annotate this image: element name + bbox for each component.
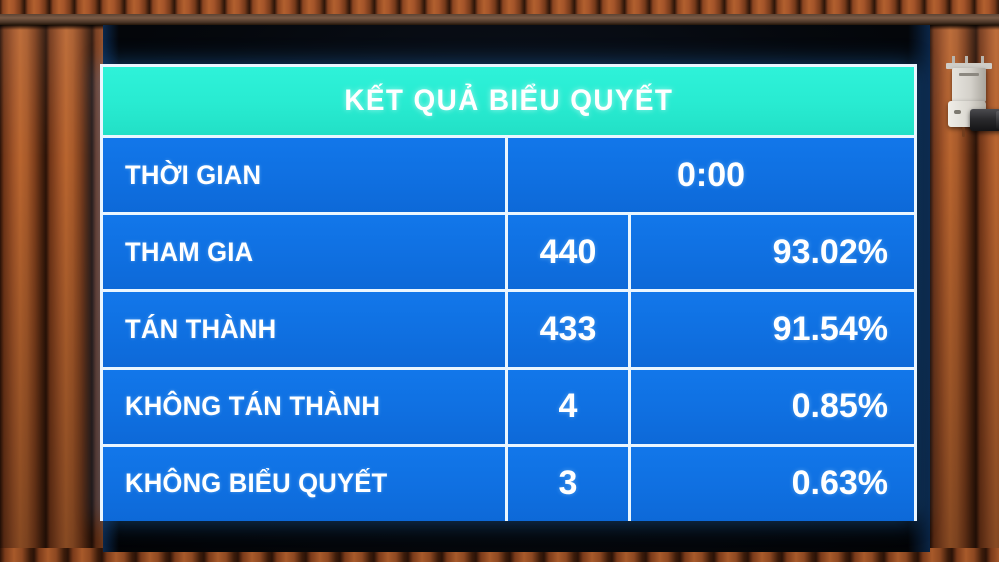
camera-bolt bbox=[952, 56, 955, 65]
row-time-value: 0:00 bbox=[676, 155, 746, 194]
board-title-text: KẾT QUẢ BIỂU QUYẾT bbox=[344, 84, 673, 117]
table-row: THỜI GIAN 0:00 bbox=[103, 138, 914, 216]
wall-stain bbox=[962, 127, 965, 137]
row-merged-value-cell: 0:00 bbox=[508, 138, 914, 212]
wood-slat-strip-top bbox=[0, 0, 999, 14]
camera-housing bbox=[952, 68, 986, 102]
security-camera-icon bbox=[944, 53, 999, 149]
row-percent-cell: 93.02% bbox=[631, 215, 914, 289]
camera-bracket-plate bbox=[946, 63, 992, 69]
board-title: KẾT QUẢ BIỂU QUYẾT bbox=[103, 67, 914, 138]
row-label-cell: THỜI GIAN bbox=[103, 138, 508, 213]
row-percent-cell: 0.63% bbox=[631, 447, 914, 521]
camera-lens-ring bbox=[996, 111, 999, 129]
row-percent: 93.02% bbox=[772, 232, 888, 271]
camera-housing-vent bbox=[959, 73, 979, 76]
row-count: 4 bbox=[558, 387, 578, 426]
camera-lens-body bbox=[970, 109, 999, 131]
results-table: THỜI GIAN 0:00 THAM GIA 440 93.02% bbox=[103, 138, 914, 522]
row-percent-cell: 0.85% bbox=[631, 370, 914, 444]
row-count: 440 bbox=[539, 232, 597, 271]
row-label: KHÔNG TÁN THÀNH bbox=[125, 391, 381, 422]
voting-results-board: KẾT QUẢ BIỂU QUYẾT THỜI GIAN 0:00 THAM G… bbox=[100, 64, 917, 522]
row-label-cell: TÁN THÀNH bbox=[103, 292, 508, 367]
camera-base-indicator bbox=[954, 110, 961, 114]
row-percent: 0.85% bbox=[791, 387, 888, 426]
row-count-cell: 3 bbox=[508, 446, 631, 522]
camera-bolt bbox=[965, 56, 968, 65]
row-count-cell: 4 bbox=[508, 369, 631, 444]
row-percent: 91.54% bbox=[772, 310, 888, 348]
row-label-cell: THAM GIA bbox=[103, 215, 508, 290]
camera-bolt bbox=[981, 56, 984, 65]
row-count: 433 bbox=[539, 310, 597, 348]
wall-ledge bbox=[0, 14, 999, 25]
row-count-cell: 433 bbox=[508, 292, 631, 367]
row-label: THAM GIA bbox=[125, 236, 254, 267]
wood-panel-left bbox=[0, 25, 103, 562]
row-count-cell: 440 bbox=[508, 215, 631, 290]
row-percent-cell: 91.54% bbox=[631, 292, 914, 366]
row-label: THỜI GIAN bbox=[125, 159, 262, 190]
row-label-cell: KHÔNG TÁN THÀNH bbox=[103, 369, 508, 444]
row-label-cell: KHÔNG BIỂU QUYẾT bbox=[103, 446, 508, 522]
row-percent: 0.63% bbox=[791, 464, 888, 503]
row-label: TÁN THÀNH bbox=[125, 314, 277, 344]
row-label: KHÔNG BIỂU QUYẾT bbox=[125, 468, 388, 499]
row-count: 3 bbox=[558, 464, 578, 503]
table-row: TÁN THÀNH 433 91.54% bbox=[103, 292, 914, 370]
table-row: KHÔNG TÁN THÀNH 4 0.85% bbox=[103, 369, 914, 447]
table-row: KHÔNG BIỂU QUYẾT 3 0.63% bbox=[103, 446, 914, 522]
table-row: THAM GIA 440 93.02% bbox=[103, 215, 914, 293]
